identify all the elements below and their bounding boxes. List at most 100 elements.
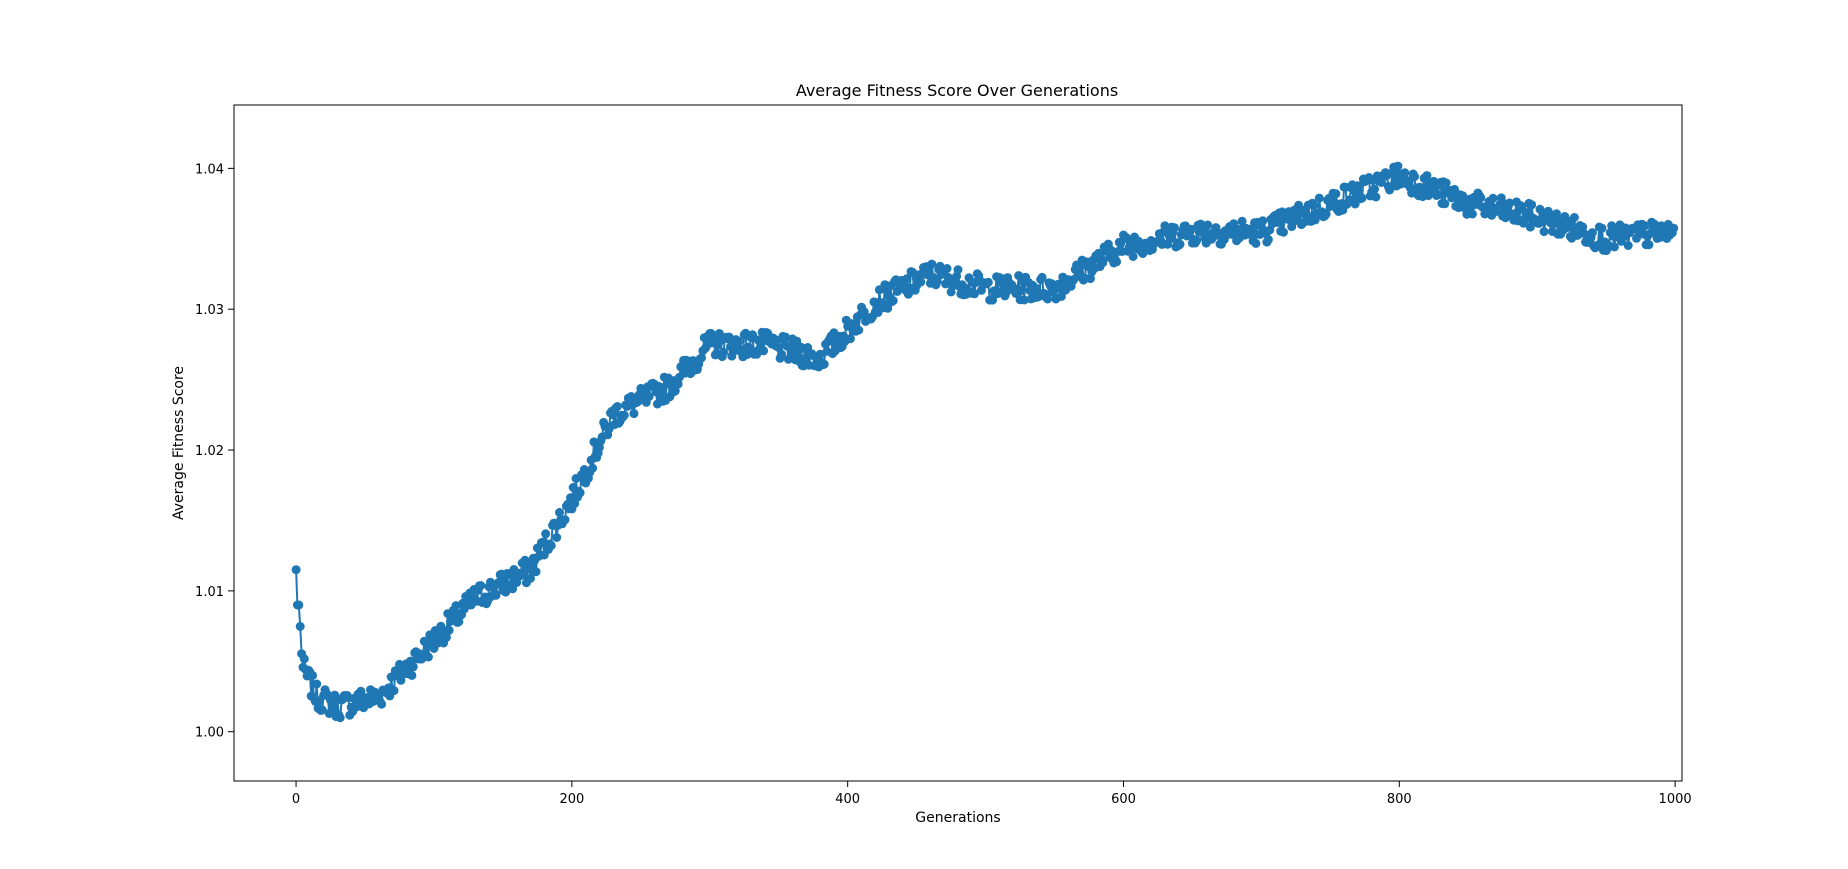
data-point: [1640, 221, 1650, 231]
data-point: [1525, 222, 1535, 232]
data-point: [1370, 184, 1379, 194]
data-point: [1258, 216, 1268, 226]
data-point: [953, 265, 963, 275]
x-tick-label: 0: [292, 792, 300, 807]
axes-frame: [233, 104, 1683, 782]
x-axis-ticks: 0 200 400 600 800 1000: [292, 781, 1692, 807]
data-point: [1632, 233, 1641, 243]
data-point: [1273, 218, 1283, 227]
data-point: [560, 515, 570, 525]
data-point: [1644, 240, 1654, 250]
data-point: [1321, 209, 1331, 219]
data-point: [531, 567, 541, 577]
data-point: [845, 334, 855, 344]
data-point: [454, 617, 464, 627]
data-point: [932, 276, 942, 286]
data-point: [476, 581, 486, 591]
data-point: [657, 383, 666, 392]
data-point: [1019, 295, 1029, 305]
data-point: [1263, 235, 1273, 245]
y-axis-ticks: 1.00 1.01 1.02 1.03 1.04: [195, 162, 234, 741]
x-tick-label: 200: [559, 792, 584, 807]
data-point: [1597, 223, 1607, 233]
data-point: [942, 264, 952, 273]
data-point: [1410, 172, 1419, 182]
data-point: [1016, 285, 1026, 295]
data-point: [526, 573, 535, 583]
data-point: [1203, 220, 1213, 230]
data-point: [1331, 189, 1341, 199]
data-point: [1440, 199, 1450, 209]
data-point: [1037, 272, 1047, 282]
data-point: [908, 267, 917, 277]
data-point: [335, 713, 345, 723]
data-point: [697, 353, 706, 363]
data-point: [927, 259, 937, 269]
data-point: [1569, 213, 1579, 222]
data-point: [1357, 193, 1367, 203]
y-axis-label: Average Fitness Score: [171, 366, 187, 520]
data-point: [589, 437, 599, 447]
data-point: [854, 325, 864, 335]
data-point: [1568, 223, 1578, 233]
data-point: [1354, 186, 1364, 196]
data-point: [291, 565, 301, 575]
x-tick-label: 1000: [1659, 792, 1692, 807]
data-point: [888, 296, 898, 306]
data-point: [1467, 209, 1477, 219]
data-point: [1539, 227, 1549, 237]
data-point: [299, 654, 309, 664]
data-point: [541, 529, 551, 539]
data-point: [407, 670, 417, 680]
y-tick-label: 1.04: [195, 162, 224, 177]
data-point: [444, 625, 454, 635]
data-point: [970, 289, 979, 299]
data-point: [883, 303, 893, 313]
data-point: [777, 349, 786, 359]
data-point: [629, 409, 639, 419]
data-point: [308, 670, 318, 680]
data-point: [916, 277, 926, 287]
data-point: [781, 332, 791, 342]
y-tick-label: 1.02: [195, 444, 224, 459]
data-point: [1523, 208, 1532, 218]
data-point: [295, 621, 305, 631]
data-point: [983, 277, 993, 287]
data-point: [294, 600, 304, 610]
data-point: [546, 541, 556, 551]
data-point: [819, 359, 829, 369]
data-point: [1527, 200, 1537, 210]
data-point: [1607, 221, 1617, 231]
data-point: [441, 632, 451, 642]
data-point: [670, 386, 680, 396]
data-point: [1669, 223, 1679, 233]
data-point: [1175, 239, 1185, 249]
data-point: [1251, 238, 1261, 248]
y-tick-label: 1.00: [195, 726, 224, 741]
data-point: [1587, 228, 1597, 238]
data-point: [1043, 294, 1053, 304]
data-point: [1623, 241, 1633, 250]
data-point: [1433, 190, 1443, 200]
data-point: [734, 336, 744, 346]
y-tick-label: 1.03: [195, 303, 224, 318]
data-point: [612, 402, 622, 411]
data-point: [1609, 242, 1619, 252]
data-point: [377, 699, 387, 709]
data-point: [552, 533, 562, 542]
x-axis-label: Generations: [915, 810, 1000, 826]
data-point: [1510, 209, 1520, 219]
data-point: [356, 686, 366, 696]
data-point: [317, 705, 327, 715]
data-point: [1186, 224, 1196, 234]
data-point: [1170, 223, 1179, 233]
x-tick-label: 400: [835, 792, 860, 807]
data-point: [1505, 198, 1515, 208]
series-markers: [291, 161, 1679, 723]
data-point: [423, 652, 433, 662]
data-point: [408, 662, 418, 672]
data-point: [1330, 197, 1339, 207]
data-point: [1069, 275, 1079, 284]
